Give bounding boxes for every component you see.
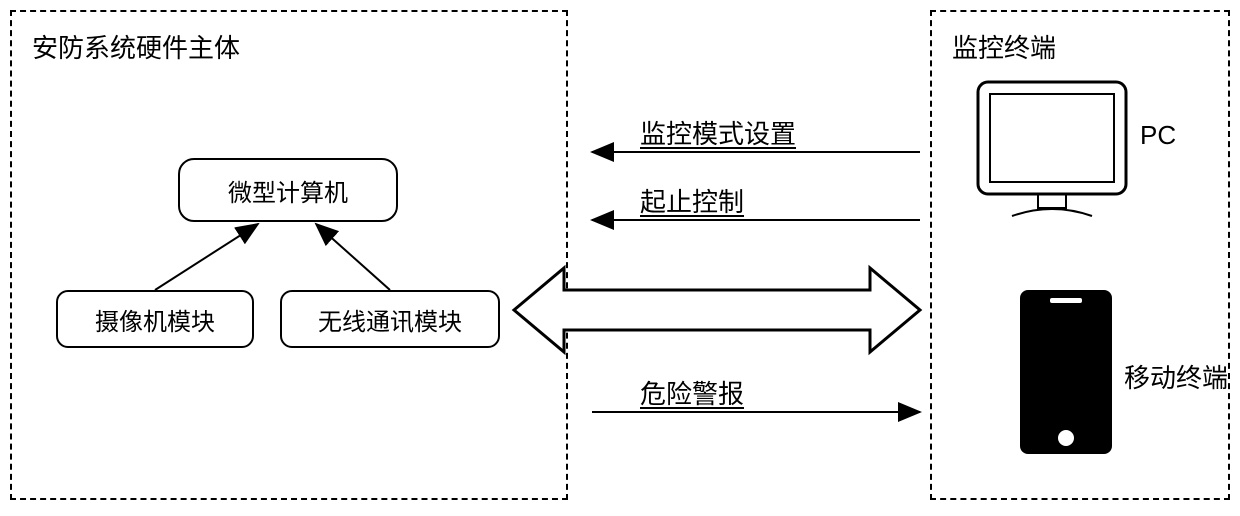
left-panel-title: 安防系统硬件主体 — [32, 28, 240, 65]
right-panel-title: 监控终端 — [952, 28, 1056, 65]
node-wireless-label: 无线通讯模块 — [318, 302, 462, 337]
node-microcomputer-label: 微型计算机 — [228, 173, 348, 208]
mobile-label: 移动终端 — [1124, 358, 1228, 395]
node-microcomputer: 微型计算机 — [178, 158, 398, 222]
pc-label: PC — [1140, 120, 1176, 151]
mobile-icon — [1020, 290, 1112, 454]
conn-startstop-label: 起止控制 — [640, 182, 744, 219]
conn-mode-label: 监控模式设置 — [640, 114, 796, 151]
conn-alarm-label: 危险警报 — [640, 374, 744, 411]
conn-wireless-label: 无线通讯 — [666, 294, 778, 334]
node-wireless: 无线通讯模块 — [280, 290, 500, 348]
node-camera-label: 摄像机模块 — [95, 302, 215, 337]
left-panel — [10, 10, 568, 500]
node-camera: 摄像机模块 — [56, 290, 254, 348]
